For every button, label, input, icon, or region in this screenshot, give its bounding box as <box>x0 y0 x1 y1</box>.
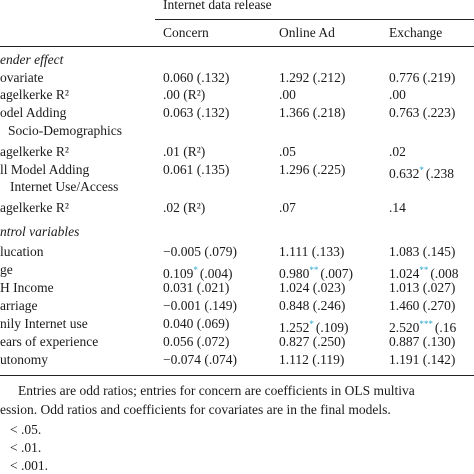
cell-se: (.16 <box>434 320 457 335</box>
row-label: arriage <box>0 298 38 313</box>
table-cell: 0.040 (.069) <box>163 316 230 331</box>
table-cell: .00 <box>279 87 296 102</box>
table-cell: 1.460 (.270) <box>389 298 456 313</box>
group-header: Internet data release <box>163 0 272 12</box>
significance-star: ** <box>419 265 429 275</box>
table-note: < .05. <box>10 422 42 437</box>
row-label: utonomy <box>0 352 49 367</box>
table-cell: 1.252* (.109) <box>279 316 349 336</box>
row-label: ge <box>0 262 13 277</box>
table-cell: 0.776 (.219) <box>389 70 456 85</box>
table-cell: 1.366 (.218) <box>279 105 346 120</box>
significance-star: * <box>193 265 198 275</box>
table-cell: 1.083 (.145) <box>389 244 456 259</box>
cell-se: (.007) <box>320 266 353 281</box>
header-rule <box>0 46 474 47</box>
table-cell: .02 <box>389 144 406 159</box>
cell-se: (.008 <box>430 266 459 281</box>
cell-value: 0.109 <box>163 266 194 281</box>
cell-value: 0.632 <box>389 166 420 181</box>
table-cell: 0.632* (.238 <box>389 162 454 182</box>
table-cell: 1.112 (.119) <box>279 352 345 367</box>
table-cell: 1.013 (.027) <box>389 280 456 295</box>
table-cell: 1.191 (.142) <box>389 352 456 367</box>
table-cell: .02 (R²) <box>163 200 206 215</box>
table-cell: .07 <box>279 200 296 215</box>
row-label: agelkerke R² <box>0 87 69 102</box>
table-cell: 0.848 (.246) <box>279 298 346 313</box>
table-cell: 0.827 (.250) <box>279 334 346 349</box>
table-cell: 0.061 (.135) <box>163 162 230 177</box>
table-cell: .05 <box>279 144 296 159</box>
table-note: ession. Odd ratios and coefficients for … <box>0 402 391 417</box>
row-label: nily Internet use <box>0 316 88 331</box>
table-note: Entries are odd ratios; entries for conc… <box>18 383 415 398</box>
row-label: Socio-Demographics <box>8 123 122 138</box>
row-label: odel Adding <box>0 105 67 120</box>
table-cell: 1.111 (.133) <box>279 244 345 259</box>
table-cell: .01 (R²) <box>163 144 206 159</box>
row-label: lucation <box>0 244 44 259</box>
table-cell: 1.024 (.023) <box>279 280 346 295</box>
significance-star: *** <box>419 319 433 329</box>
table-cell: 0.763 (.223) <box>389 105 456 120</box>
table-cell: 0.060 (.132) <box>163 70 230 85</box>
table-cell: 0.063 (.132) <box>163 105 230 120</box>
table-cell: 1.024** (.008 <box>389 262 459 282</box>
row-label: ll Model Adding <box>0 162 90 177</box>
row-label: Internet Use/Access <box>10 179 119 194</box>
cell-value: 2.520 <box>389 320 420 335</box>
table-cell: −0.005 (.079) <box>163 244 237 259</box>
table-note: < .01. <box>10 440 42 455</box>
cell-value: 1.252 <box>279 320 310 335</box>
table-cell: 1.292 (.212) <box>279 70 346 85</box>
table-cell: 1.296 (.225) <box>279 162 346 177</box>
table-cell: −0.001 (.149) <box>163 298 237 313</box>
row-label: agelkerke R² <box>0 200 69 215</box>
header-rule <box>155 19 474 20</box>
significance-star: ** <box>309 265 319 275</box>
significance-star: * <box>419 165 424 175</box>
table-cell: 0.109* (.004) <box>163 262 233 282</box>
row-label: H Income <box>0 280 54 295</box>
table-cell: .14 <box>389 200 406 215</box>
table-cell: 0.056 (.072) <box>163 334 230 349</box>
cell-value: 1.024 <box>389 266 420 281</box>
table-cell: 0.887 (.130) <box>389 334 456 349</box>
column-header: Exchange <box>389 25 443 40</box>
cell-value: 0.980 <box>279 266 310 281</box>
column-header: Online Ad <box>279 25 335 40</box>
table-cell: 0.980** (.007) <box>279 262 353 282</box>
table-cell: .00 <box>389 87 406 102</box>
row-label: ears of experience <box>0 334 99 349</box>
row-label: ovariate <box>0 70 44 85</box>
table-cell: 0.031 (.021) <box>163 280 230 295</box>
cell-se: (.109) <box>315 320 349 335</box>
section-label: ender effect <box>0 52 64 67</box>
table-cell: 2.520*** (.16 <box>389 316 456 336</box>
cell-se: (.004) <box>199 266 233 281</box>
row-label: agelkerke R² <box>0 144 69 159</box>
table-cell: .00 (R²) <box>163 87 206 102</box>
section-label: ntrol variables <box>0 224 80 239</box>
significance-star: * <box>309 319 314 329</box>
column-header: Concern <box>163 25 209 40</box>
table-bottom-rule <box>0 375 474 376</box>
table-note: < .001. <box>10 458 48 473</box>
table-cell: −0.074 (.074) <box>163 352 237 367</box>
cell-se: (.238 <box>425 166 454 181</box>
